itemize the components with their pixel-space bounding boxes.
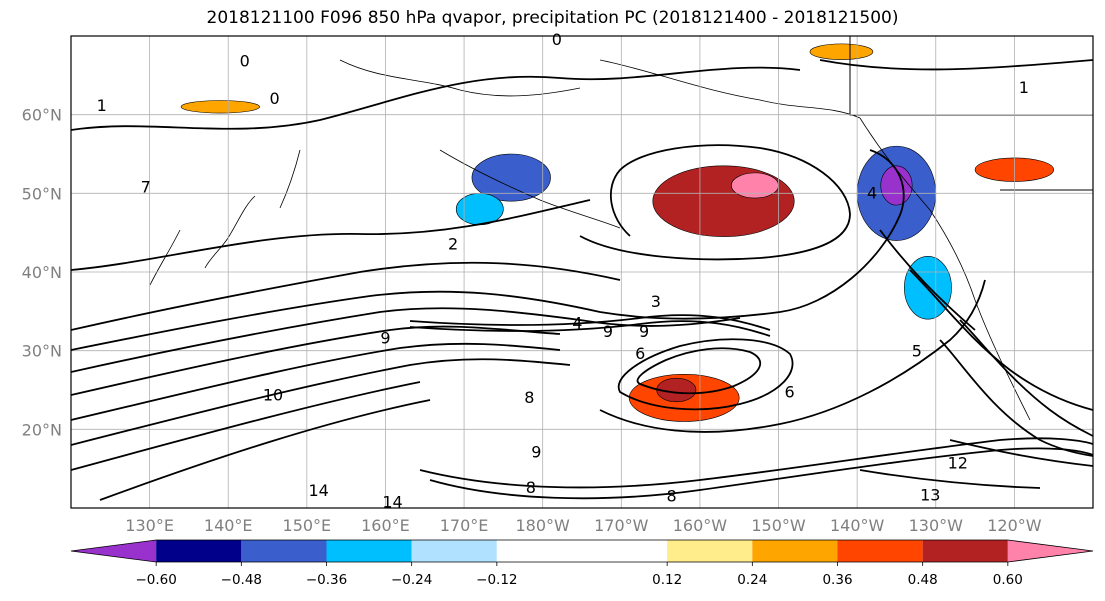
contour-label: 0: [270, 89, 280, 108]
contour-label: 8: [667, 486, 677, 505]
contour-label: 9: [639, 322, 649, 341]
contour-label: 14: [382, 493, 402, 512]
lat-tick-label: 30°N: [22, 342, 62, 361]
colorbar-tick-label: −0.24: [391, 572, 432, 588]
colorbar-tick-label: 0.48: [908, 572, 938, 588]
lon-tick-label: 130°W: [909, 516, 964, 535]
colorbar-tick-label: −0.12: [476, 572, 517, 588]
contour-label: 12: [948, 453, 968, 472]
qvapor-contours: [71, 59, 1093, 501]
contour-label: 9: [380, 328, 390, 347]
contour-label: 14: [308, 481, 328, 500]
contour-label: 1: [1019, 78, 1029, 97]
colorbar-swatch: [667, 540, 753, 562]
precip-region: [809, 43, 874, 60]
colorbar-tick-label: 0.36: [822, 572, 852, 588]
colorbar-swatch: [156, 540, 242, 562]
colorbar-tick-label: 0.60: [993, 572, 1023, 588]
lat-tick-label: 40°N: [22, 263, 62, 282]
lat-gridlines: [71, 114, 1093, 430]
contour-label: 6: [635, 344, 645, 363]
colorbar-tick-label: −0.60: [135, 572, 176, 588]
colorbar-tick-label: −0.48: [221, 572, 262, 588]
lon-tick-label: 170°E: [440, 516, 489, 535]
colorbar-swatch: [922, 540, 1008, 562]
lon-axis: 130°E 140°E 150°E 160°E 170°E 180°W 170°W 160°W…: [125, 516, 1041, 535]
chart-title: 2018121100 F096 850 hPa qvapor, precipit…: [206, 8, 899, 28]
colorbar-tick-label: 0.24: [737, 572, 767, 588]
lon-tick-label: 140°E: [204, 516, 253, 535]
lat-tick-label: 50°N: [22, 184, 62, 203]
lon-tick-label: 160°W: [673, 516, 728, 535]
precip-region: [455, 193, 504, 226]
lat-tick-label: 20°N: [22, 420, 62, 439]
colorbar-swatch: [326, 540, 412, 562]
contour-label: 0: [240, 51, 250, 70]
colorbar-swatch: [241, 540, 327, 562]
contour-label: 2: [448, 235, 458, 254]
precip-region: [652, 165, 795, 237]
precip-region: [471, 153, 551, 202]
contour-label: 9: [603, 322, 613, 341]
contour-label: 0: [552, 30, 562, 49]
colorbar-tick-label: 0.12: [652, 572, 682, 588]
contour-label: 1: [97, 96, 107, 115]
lon-tick-label: 170°W: [594, 516, 649, 535]
colorbar-extend-high: [1007, 540, 1093, 562]
lon-tick-label: 130°E: [125, 516, 174, 535]
lat-axis: 20°N 30°N 40°N 50°N 60°N: [22, 106, 62, 440]
colorbar-swatch: [496, 540, 668, 562]
colorbar-swatch: [752, 540, 838, 562]
contour-label: 4: [867, 184, 877, 203]
colorbar-extend-low: [71, 540, 157, 562]
lon-tick-label: 150°W: [751, 516, 806, 535]
contour-label: 8: [524, 388, 534, 407]
contour-label: 9: [531, 442, 541, 461]
precip-region: [180, 100, 260, 114]
colorbar-swatch: [837, 540, 923, 562]
lon-tick-label: 180°W: [516, 516, 571, 535]
lon-tick-label: 160°E: [361, 516, 410, 535]
contour-label: 8: [526, 478, 536, 497]
contour-label: 3: [651, 292, 661, 311]
precip-region: [731, 172, 779, 199]
lon-tick-label: 150°E: [283, 516, 332, 535]
colorbar-swatch: [411, 540, 497, 562]
colorbar: −0.60 −0.48 −0.36 −0.24 −0.12 0.12 0.24 0.36 0.4…: [70, 539, 1094, 588]
contour-label: 5: [912, 342, 922, 361]
lon-tick-label: 140°W: [830, 516, 885, 535]
contour-label: 7: [141, 177, 151, 196]
lon-gridlines: [149, 36, 1015, 508]
contour-label: 4: [572, 313, 582, 332]
contour-label: 10: [263, 386, 283, 405]
contour-label: 6: [784, 383, 794, 402]
map-frame: [70, 35, 1094, 509]
lon-tick-label: 120°W: [987, 516, 1042, 535]
colorbar-tick-label: −0.36: [306, 572, 347, 588]
lat-tick-label: 60°N: [22, 106, 62, 125]
contour-label: 13: [920, 486, 940, 505]
